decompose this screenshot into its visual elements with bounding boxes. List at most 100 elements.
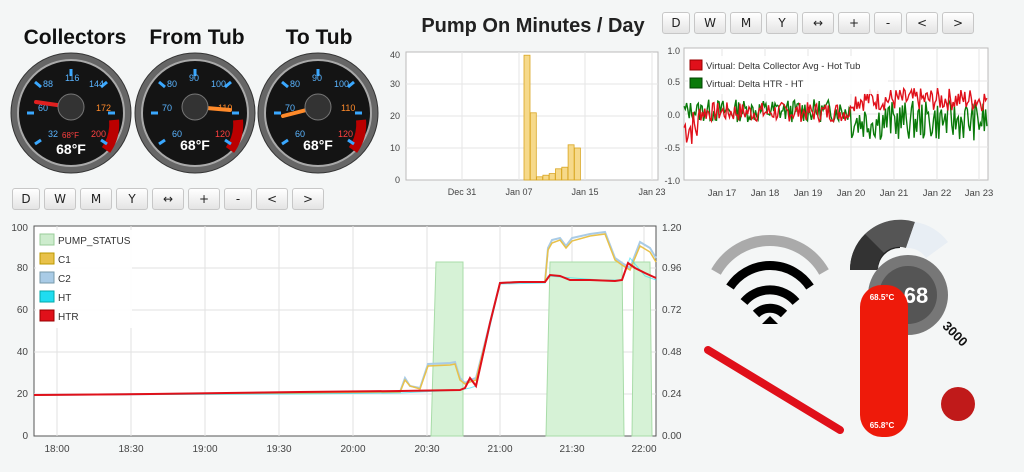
gauge-tick: 60 xyxy=(295,129,305,139)
zoom-in-button[interactable]: + xyxy=(838,12,870,34)
y-tick: 10 xyxy=(390,143,400,153)
legend-label: HTR xyxy=(58,312,79,323)
rpm-bar-indicator xyxy=(704,346,844,434)
pump-bar xyxy=(573,147,581,181)
gauge-tick: 70 xyxy=(285,103,295,113)
big-number-value: 68 xyxy=(904,283,928,308)
range-day-button[interactable]: D xyxy=(12,188,40,210)
range-month-button[interactable]: M xyxy=(730,12,762,34)
gauge-reading: 68°F xyxy=(56,141,86,157)
delta-range-buttons: D W M Y ↔ + - < > xyxy=(662,12,974,34)
gauge-tick: 70 xyxy=(162,103,172,113)
gauge-tick: 60 xyxy=(38,103,48,113)
legend-label: Virtual: Delta HTR - HT xyxy=(706,79,804,90)
delta-chart: Virtual: Delta Collector Avg - Hot Tub V… xyxy=(664,46,994,199)
y-tick: -1.0 xyxy=(664,176,680,186)
pump-chart-title: Pump On Minutes / Day xyxy=(421,15,645,37)
status-dot xyxy=(941,387,975,421)
y-tick-right: 0.00 xyxy=(662,431,682,442)
gauge-tick: 100 xyxy=(334,79,349,89)
legend-swatch xyxy=(39,309,55,322)
y-tick-right: 0.96 xyxy=(662,263,682,274)
y-tick: 0 xyxy=(395,175,400,185)
main-range-buttons: D W M Y ↔ + - < > xyxy=(12,188,324,210)
series-htr xyxy=(33,261,657,396)
pump-bar xyxy=(567,144,575,181)
gauge-tick: 100 xyxy=(211,79,226,89)
pan-left-button[interactable]: < xyxy=(906,12,938,34)
x-tick: Jan 21 xyxy=(880,188,909,199)
x-tick: 18:30 xyxy=(118,444,143,455)
pump-bar xyxy=(529,112,537,181)
y-tick-right: 1.20 xyxy=(662,223,682,234)
y-tick: 40 xyxy=(390,50,400,60)
range-day-button[interactable]: D xyxy=(662,12,690,34)
pump-status-area xyxy=(430,261,464,437)
thermometer-top-value: 68.5°C xyxy=(870,293,895,302)
pump-bar xyxy=(548,173,556,181)
gauge-tick: 80 xyxy=(290,79,300,89)
gauge-tick: 172 xyxy=(96,103,111,113)
zoom-out-button[interactable]: - xyxy=(874,12,902,34)
gauge-title-from-tub: From Tub xyxy=(149,26,245,49)
rpm-value: 3000 xyxy=(940,318,971,349)
x-tick: 20:00 xyxy=(340,444,365,455)
range-month-button[interactable]: M xyxy=(80,188,112,210)
pump-chart: 0 10 20 30 40 Dec 31 Jan 07 Jan 15 Jan 2… xyxy=(390,50,666,197)
zoom-in-button[interactable]: + xyxy=(188,188,220,210)
pan-right-button[interactable]: > xyxy=(942,12,974,34)
series-ht xyxy=(33,257,657,396)
range-fit-button[interactable]: ↔ xyxy=(152,188,184,210)
pump-status-areas xyxy=(430,261,653,437)
x-tick: Jan 22 xyxy=(923,188,952,199)
gauge-tick: 116 xyxy=(65,73,79,83)
x-tick: 21:30 xyxy=(559,444,584,455)
legend-swatch xyxy=(689,77,703,89)
x-tick: 20:30 xyxy=(414,444,439,455)
range-week-button[interactable]: W xyxy=(44,188,76,210)
gauge-title-to-tub: To Tub xyxy=(285,26,353,49)
x-tick: Jan 15 xyxy=(571,187,598,197)
pump-bar xyxy=(561,166,569,181)
gauge-dial-from-tub: 60 70 80 90 100 110 120 68°F xyxy=(134,52,256,174)
gauge-tick: 200 xyxy=(91,129,106,139)
y-tick-right: 0.48 xyxy=(662,347,682,358)
gauge-tick: 90 xyxy=(312,73,322,83)
gauge-tick: 110 xyxy=(341,103,355,113)
pump-status-area xyxy=(545,261,625,437)
range-year-button[interactable]: Y xyxy=(116,188,148,210)
zoom-out-button[interactable]: - xyxy=(224,188,252,210)
range-year-button[interactable]: Y xyxy=(766,12,798,34)
legend-swatch xyxy=(39,233,55,246)
pan-left-button[interactable]: < xyxy=(256,188,288,210)
legend-swatch xyxy=(689,59,703,71)
wifi-icon xyxy=(711,234,829,324)
gauge-dial-to-tub: 60 70 80 90 100 110 120 68°F xyxy=(257,52,379,174)
x-tick: 19:30 xyxy=(266,444,291,455)
y-tick: 0.5 xyxy=(667,77,680,87)
gauge-reading: 68°F xyxy=(180,137,210,153)
x-tick: Jan 23 xyxy=(965,188,994,199)
gauge-tick: 32 xyxy=(48,129,58,139)
legend-label: HT xyxy=(58,293,71,304)
y-tick: 30 xyxy=(390,79,400,89)
legend-label: C2 xyxy=(58,274,71,285)
y-tick: 0.0 xyxy=(667,110,680,120)
widgets-panel: 68 68.5°C 65.8°C 3000 xyxy=(704,219,975,437)
y-tick-right: 0.24 xyxy=(662,389,682,400)
y-tick: 1.0 xyxy=(667,46,680,56)
x-tick: Jan 23 xyxy=(638,187,665,197)
y-tick: 80 xyxy=(17,263,29,274)
y-tick: 20 xyxy=(390,111,400,121)
legend-swatch xyxy=(39,252,55,265)
legend-swatch xyxy=(39,271,55,284)
pan-right-button[interactable]: > xyxy=(292,188,324,210)
legend-label: PUMP_STATUS xyxy=(58,236,131,247)
gauge-tick: 90 xyxy=(189,73,199,83)
y-tick: -0.5 xyxy=(664,143,680,153)
y-tick: 40 xyxy=(17,347,29,358)
range-fit-button[interactable]: ↔ xyxy=(802,12,834,34)
range-week-button[interactable]: W xyxy=(694,12,726,34)
pump-bars xyxy=(523,54,581,181)
pump-bar xyxy=(536,176,544,181)
